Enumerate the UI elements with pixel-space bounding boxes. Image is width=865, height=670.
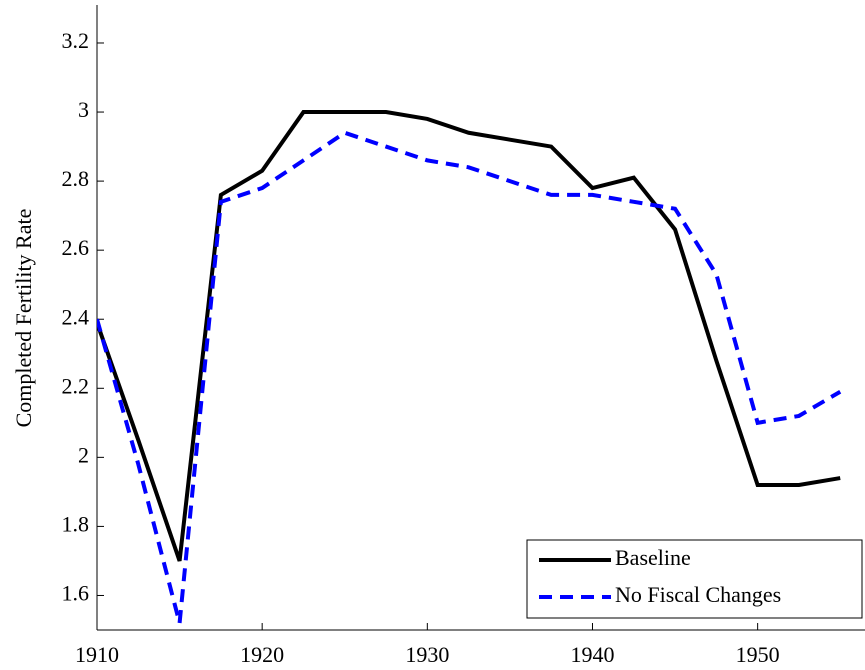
x-tick-label: 1950 — [736, 642, 780, 667]
legend-label: Baseline — [615, 545, 691, 570]
y-tick-label: 2.8 — [62, 166, 90, 191]
x-tick-label: 1940 — [570, 642, 614, 667]
y-tick-label: 2.4 — [62, 304, 90, 329]
y-tick-label: 1.6 — [62, 581, 90, 606]
line-series — [97, 110, 841, 562]
plot-area — [97, 110, 842, 624]
line-series — [97, 130, 842, 624]
legend-label: No Fiscal Changes — [615, 582, 781, 607]
y-tick-label: 2 — [78, 442, 89, 467]
y-tick-label: 2.2 — [62, 373, 90, 398]
x-tick-label: 1930 — [405, 642, 449, 667]
legend-box — [526, 539, 863, 619]
y-tick-label: 3 — [78, 97, 89, 122]
y-tick-label: 1.8 — [62, 511, 90, 536]
x-tick-label: 1910 — [75, 642, 119, 667]
y-tick-label: 3.2 — [62, 28, 90, 53]
y-tick-label: 2.6 — [62, 235, 90, 260]
y-axis-label: Completed Fertility Rate — [11, 209, 36, 428]
x-tick-label: 1920 — [240, 642, 284, 667]
